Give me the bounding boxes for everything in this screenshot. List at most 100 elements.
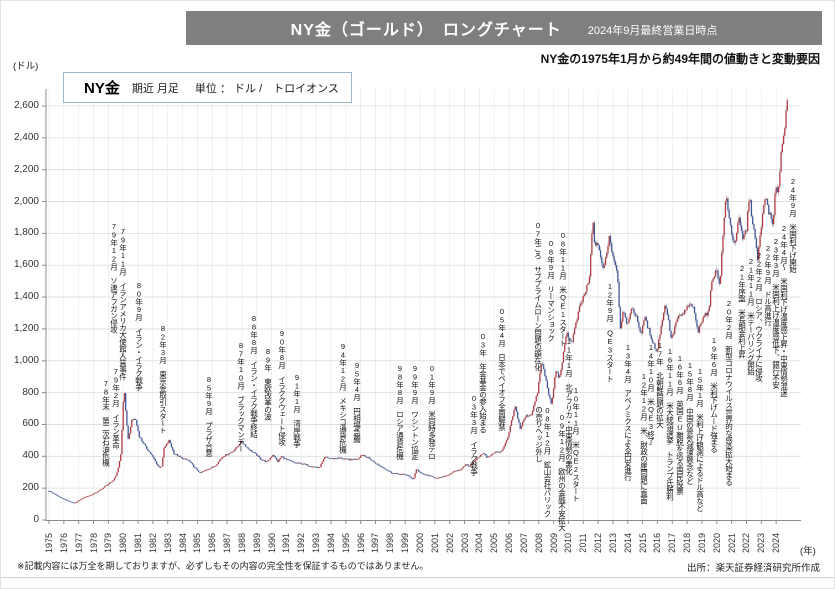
source-text: 出所：楽天証券経済研究所作成 xyxy=(686,563,820,574)
x-tick-label: 1985 xyxy=(192,532,203,554)
series-name: NY金 xyxy=(84,80,120,97)
event-annotation: 79年11月 イランアメリカ大使館人質事件 xyxy=(118,227,128,380)
event-annotation: 10年11月 米QE2スタート xyxy=(571,386,581,502)
x-tick-label: 2009 xyxy=(548,532,559,554)
x-tick-label: 1997 xyxy=(370,532,381,554)
event-annotation: 24年4月～ 米国利下げ温度感上昇・中東情勢混迷 xyxy=(779,224,789,397)
event-annotation: 79年12月 ソ連アフガン侵攻 xyxy=(109,222,119,333)
event-annotation: 22年9月 ドル高進行 xyxy=(763,244,773,326)
y-tick-label: 1,000 xyxy=(13,354,39,366)
x-tick-label: 1987 xyxy=(222,532,233,554)
event-annotation: 12年9月 QE3スタート xyxy=(605,282,615,382)
x-tick-label: 1984 xyxy=(177,532,188,554)
x-tick-label: 2020 xyxy=(711,532,722,554)
page-title: NY金（ゴールド） ロングチャート xyxy=(290,22,562,39)
event-annotation: 07年ごろ サブプライムローン問題の顕在化 xyxy=(533,221,543,371)
price-chart-canvas xyxy=(41,85,811,527)
x-tick-label: 2022 xyxy=(741,532,752,554)
x-tick-label: 1996 xyxy=(355,532,366,554)
x-tick-label: 2010 xyxy=(563,532,574,554)
y-tick-label: 200 xyxy=(22,482,39,494)
x-tick-label: 1999 xyxy=(400,532,411,554)
event-annotation: 01年9月 米同時多発テロ xyxy=(427,364,437,460)
event-annotation: 98年8月 ロシア通貨危機 xyxy=(395,364,405,460)
y-tick-label: 2,600 xyxy=(13,100,39,111)
y-tick-label: 2,400 xyxy=(13,131,39,143)
event-annotation: 95年4月 円相場急騰 xyxy=(352,361,362,443)
x-tick-label: 1980 xyxy=(118,532,129,554)
event-annotation: 16年11月 米大統領選挙 トランプ氏勝利 xyxy=(665,347,675,500)
x-tick-label: 2024 xyxy=(771,532,782,554)
x-tick-label: 1995 xyxy=(340,532,351,554)
x-tick-label: 1977 xyxy=(73,532,84,554)
event-annotation: 15年1月 米利上げ観測によるドル高など xyxy=(695,367,705,512)
event-annotation: 90年8月 イラククウェート侵攻 xyxy=(277,329,287,446)
x-tick-label: 1988 xyxy=(236,532,247,554)
event-annotation: 94年12月 メキシコ通貨危機 xyxy=(338,342,348,453)
event-annotation: 09年12月 欧州の金融不安拡大 xyxy=(557,413,567,531)
x-tick-label: 2021 xyxy=(726,532,737,554)
event-annotation: 03年3月 イラク戦争 xyxy=(469,394,479,476)
x-tick-label: 1979 xyxy=(103,532,114,554)
x-tick-label: 2012 xyxy=(593,532,604,554)
event-annotation: 80年9月 イラン・イラク戦争 xyxy=(134,281,144,391)
event-annotation: 16年6月 英国EU離脱を巡る国民投票 xyxy=(675,354,685,495)
as-of-date: 2024年9月最終営業日時点 xyxy=(587,24,718,37)
x-tick-label: 2007 xyxy=(518,532,529,554)
event-annotation: 14年10月 米QE3終了 xyxy=(646,343,656,445)
event-annotation: 08年9月 リーマンショック xyxy=(546,239,556,342)
event-annotation: 85年9月 プラザ合意 xyxy=(204,375,214,457)
event-annotation: 23年3月 米国利上げ温度感低下、銀行不安 xyxy=(771,237,781,389)
y-tick-label: 1,800 xyxy=(13,227,39,239)
x-tick-label: 1975 xyxy=(44,532,54,554)
event-annotation: 82年3月 東京金取引スタート xyxy=(158,324,168,434)
x-tick-label: 2001 xyxy=(429,532,440,554)
event-annotation: 15年8月 中国の景気減速懸念など xyxy=(685,361,695,485)
series-interval: 期近 月足 xyxy=(131,82,179,95)
series-unit: 単位 ： ドル / トロイオンス xyxy=(194,82,339,95)
x-tick-label: 1978 xyxy=(88,532,99,554)
legend-box: NY金 期近 月足 単位 ： ドル / トロイオンス xyxy=(63,72,352,103)
y-tick-label: 2,200 xyxy=(13,163,39,175)
event-annotation: 88年8月 イラン・イラク戦争終結 xyxy=(249,314,259,438)
event-annotation: 03年 年金基金の参入始まる xyxy=(478,332,488,433)
y-tick-label: 0 xyxy=(33,514,39,525)
y-tick-label: 1,400 xyxy=(13,291,39,303)
x-tick-label: 1976 xyxy=(58,532,69,554)
x-tick-label: 2018 xyxy=(682,532,693,554)
event-annotation: 13年4月 アベノミクスによる円安進行 xyxy=(623,343,633,481)
disclaimer-text: ※記載内容には万全を期しておりますが、必ずしもその内容の完全性を保証するものでは… xyxy=(17,561,429,571)
x-tick-label: 2017 xyxy=(667,532,678,554)
x-tick-label: 1986 xyxy=(207,532,218,554)
x-tick-label: 1983 xyxy=(162,532,173,554)
y-axis-unit-label: (ドル) xyxy=(13,61,39,72)
event-annotation: 24年9月 米国利下げ開始 xyxy=(788,177,798,273)
event-annotation: 89年 東欧改革の波 xyxy=(263,347,273,420)
event-annotation: 79年2月 イラン革命 xyxy=(111,367,121,449)
x-tick-label: 1994 xyxy=(325,532,336,554)
x-tick-label: 2019 xyxy=(696,532,707,554)
title-bar: NY金（ゴールド） ロングチャート 2024年9月最終営業日時点 xyxy=(186,11,822,45)
y-tick-label: 800 xyxy=(22,386,39,398)
y-tick-label: 400 xyxy=(22,450,39,462)
x-tick-label: 2006 xyxy=(504,532,515,554)
x-tick-label: 2011 xyxy=(578,533,589,553)
x-tick-label: 2023 xyxy=(756,532,767,554)
x-tick-label: 2013 xyxy=(607,532,618,554)
x-tick-label: 2008 xyxy=(533,532,544,554)
x-tick-label: 2015 xyxy=(637,532,648,554)
footer-divider xyxy=(1,577,834,578)
x-tick-label: 1998 xyxy=(385,532,396,554)
event-annotation: 11年1月 北アフリカ・中東情勢の悪化 xyxy=(564,337,574,475)
chart-subtitle: NY金の1975年1月から約49年間の値動きと変動要因 xyxy=(540,52,820,66)
x-tick-label: 1990 xyxy=(266,532,277,554)
x-tick-label: 2014 xyxy=(622,532,633,554)
x-tick-label: 2003 xyxy=(459,532,470,554)
event-annotation: 21年序盤 米長期金利上昇 xyxy=(737,264,747,358)
event-annotation: 19年6月 米利下げムード強まる xyxy=(709,336,719,453)
x-tick-label: 2002 xyxy=(444,532,455,554)
x-tick-label: 1993 xyxy=(311,532,322,554)
event-annotation: 08年12月 鉱山会社バリックの売りヘッジ外し xyxy=(534,406,553,517)
event-annotation: 05年4月 日本でペイオフ全面解禁 xyxy=(497,307,507,431)
